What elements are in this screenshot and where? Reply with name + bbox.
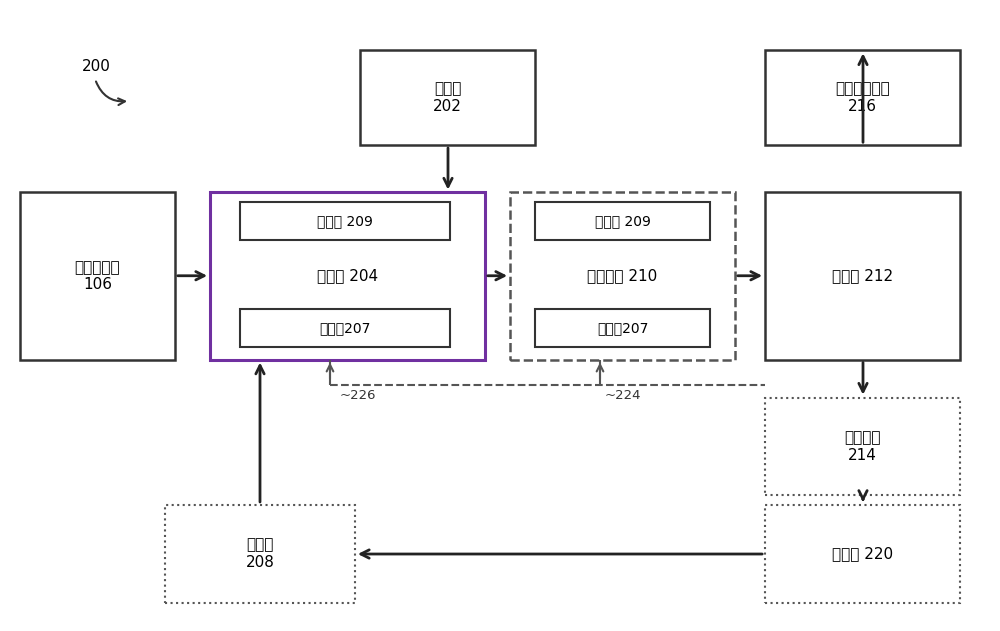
Bar [765,50,960,145]
Text: 油原料
202: 油原料 202 [433,81,462,114]
Text: 反应器 204: 反应器 204 [317,269,378,283]
Text: ~224: ~224 [605,389,642,403]
Bar [240,309,450,347]
Text: 无机产物
214: 无机产物 214 [844,430,881,463]
Bar [510,192,735,360]
Text: ~226: ~226 [340,389,376,403]
Text: 混合器207: 混合器207 [319,321,371,335]
Text: 再生器 220: 再生器 220 [832,546,893,561]
Bar [240,202,450,240]
Bar [535,309,710,347]
Text: 200: 200 [82,59,111,74]
Text: 盛放容器 210: 盛放容器 210 [587,269,658,283]
Text: 经改良的烃
106: 经改良的烃 106 [75,260,120,292]
Bar [765,505,960,603]
Text: 加热器 209: 加热器 209 [317,214,373,228]
Bar [210,192,485,360]
Bar [20,192,175,360]
Bar [535,202,710,240]
Text: 改良的油原料
216: 改良的油原料 216 [835,81,890,114]
Text: 碱金属
208: 碱金属 208 [246,538,274,570]
Text: 混合器207: 混合器207 [597,321,648,335]
Bar [765,192,960,360]
Text: 加热器 209: 加热器 209 [595,214,650,228]
Bar [360,50,535,145]
Bar [765,398,960,495]
Bar [165,505,355,603]
Text: 分离器 212: 分离器 212 [832,269,893,283]
